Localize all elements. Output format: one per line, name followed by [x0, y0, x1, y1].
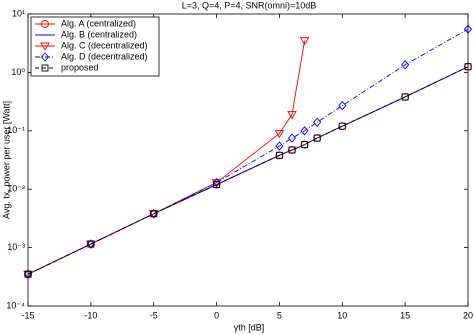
marker: [300, 140, 309, 149]
y-tick-label: 10⁻²: [7, 184, 25, 194]
x-tick-label: -15: [21, 310, 34, 320]
x-tick-label: 10: [337, 310, 347, 320]
marker: [301, 141, 309, 149]
marker: [40, 52, 50, 62]
marker: [401, 93, 409, 101]
series-line: [27, 40, 306, 275]
marker: [87, 240, 95, 248]
marker: [338, 122, 347, 131]
y-tick-label: 10¹: [12, 8, 25, 18]
marker: [213, 181, 221, 189]
marker: [287, 111, 297, 120]
marker: [464, 63, 472, 71]
marker: [313, 117, 322, 127]
marker: [275, 151, 283, 159]
marker: [401, 60, 410, 70]
marker: [275, 141, 284, 151]
marker: [288, 145, 296, 154]
x-tick-label: 0: [214, 310, 219, 320]
marker: [338, 122, 346, 130]
y-tick-label: 10⁻¹: [7, 125, 25, 135]
marker: [24, 270, 32, 278]
x-tick-label: -10: [84, 310, 97, 320]
marker: [300, 126, 309, 136]
marker: [274, 130, 285, 139]
legend-label: Alg. B (centralized): [61, 29, 137, 39]
marker: [288, 146, 296, 154]
series-line: [27, 28, 469, 275]
x-tick-label: 5: [277, 310, 282, 320]
x-tick-label: 20: [463, 310, 473, 320]
y-axis-label: Avg. tx. power per user [Watt]: [1, 101, 11, 219]
y-tick-label: 10⁻³: [7, 242, 25, 252]
marker: [41, 20, 49, 28]
marker: [463, 24, 473, 34]
legend-label: Alg. C (decentralized): [61, 40, 148, 50]
marker: [275, 151, 284, 160]
marker: [40, 42, 50, 51]
legend-label: proposed: [61, 62, 99, 72]
y-tick-label: 10⁻⁴: [6, 300, 25, 310]
x-tick-label: -5: [150, 310, 158, 320]
marker: [41, 64, 49, 72]
marker: [464, 62, 472, 71]
legend-label: Alg. D (decentralized): [61, 51, 148, 61]
legend-box: [30, 16, 160, 77]
marker: [338, 100, 347, 111]
marker: [287, 133, 297, 143]
marker: [313, 134, 322, 143]
x-tick-label: 15: [400, 310, 410, 320]
y-tick-label: 10⁰: [11, 67, 25, 77]
chart-title: L=3, Q=4, P=4, SNR(omni)=10dB: [182, 0, 317, 10]
marker: [313, 134, 321, 142]
marker: [401, 92, 410, 101]
plot-frame: [27, 13, 469, 307]
x-axis-label: γth [dB]: [234, 322, 265, 332]
legend-label: Alg. A (centralized): [61, 18, 136, 28]
marker: [150, 210, 158, 218]
marker: [299, 37, 310, 46]
